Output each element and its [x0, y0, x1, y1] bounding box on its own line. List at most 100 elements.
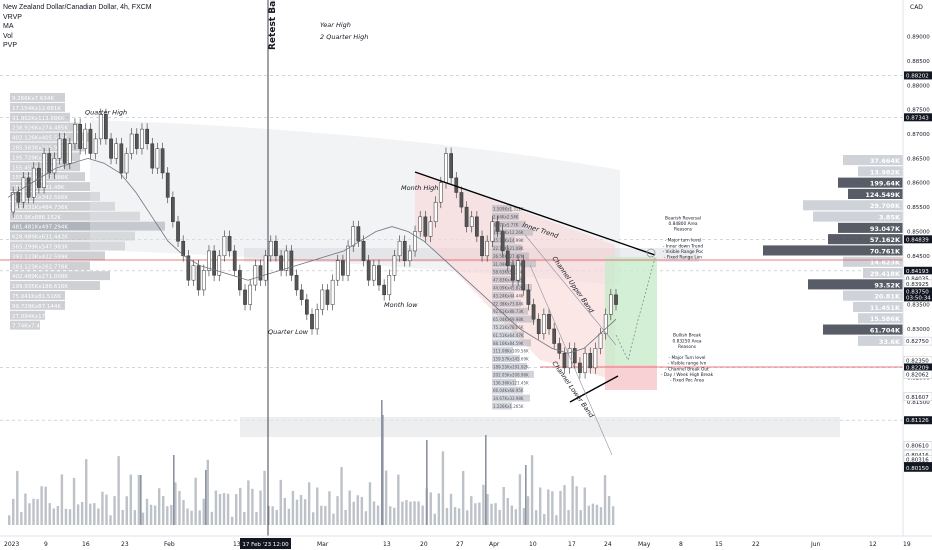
- volume-spike-0: [140, 475, 142, 525]
- candle-body: [212, 250, 216, 276]
- volume-bar: [202, 498, 205, 525]
- note-1-line: 0.83250 Area: [672, 338, 701, 344]
- volume-bar: [275, 509, 278, 525]
- left-profile-label: 283.123Kx262.778K: [12, 264, 68, 270]
- moving-average-line: [7, 157, 617, 354]
- candle-body: [438, 182, 443, 203]
- volume-bar: [437, 493, 441, 525]
- indicator-vrvp[interactable]: VRVP: [3, 13, 22, 21]
- price-badge-label: 0.84193: [906, 269, 929, 275]
- y-tick-label: 0.84500: [907, 254, 930, 260]
- candle-body: [289, 250, 294, 276]
- candle-body: [279, 255, 283, 271]
- symbol-title[interactable]: New Zealand Dollar/Canadian Dollar, 4h, …: [3, 4, 152, 11]
- indicator-vol[interactable]: Vol: [3, 32, 13, 40]
- candle-body: [109, 138, 113, 159]
- right-profile-label: 29.708K: [870, 202, 901, 210]
- left-profile-bar: [10, 251, 105, 261]
- candle-body: [258, 265, 263, 281]
- candle-body: [428, 221, 433, 237]
- x-tick-label: 15: [715, 541, 723, 548]
- inner-profile-bar: [492, 252, 529, 260]
- volume-bar: [356, 495, 359, 525]
- left-profile-label: 238.926Kx274.485K: [12, 126, 68, 132]
- inner-profile-label: 202.05Kx208.96K: [493, 372, 529, 377]
- volume-bar: [157, 488, 161, 525]
- candle-body: [485, 240, 490, 257]
- candle-body: [243, 289, 247, 305]
- volume-bar: [145, 498, 149, 525]
- volume-bar: [514, 509, 518, 525]
- x-tick-label: 13: [233, 541, 241, 548]
- inner-profile-label: 22.18Kx21.08K: [493, 246, 524, 251]
- candle-body: [238, 270, 242, 291]
- candle-body: [397, 240, 402, 257]
- inner-profile-label: 65.04Kx69.98K: [493, 317, 524, 322]
- candle-body: [413, 231, 417, 252]
- right-profile-bar: [843, 155, 903, 166]
- volume-bar: [372, 501, 376, 525]
- left-profile-bar: [10, 132, 90, 142]
- volume-spike-2: [205, 470, 207, 525]
- candle-body: [387, 275, 392, 296]
- inner-profile-bar: [492, 386, 523, 394]
- candle-body: [583, 353, 587, 374]
- candle-body: [464, 206, 469, 227]
- currency-label: CAD: [910, 4, 923, 11]
- volume-bar: [445, 508, 449, 525]
- chart-legend: New Zealand Dollar/Canadian Dollar, 4h, …: [3, 3, 152, 51]
- volume-bar: [360, 496, 364, 525]
- right-profile-bar: [843, 290, 903, 301]
- volume-bar: [105, 494, 108, 525]
- left-profile-bar: [10, 231, 135, 241]
- channel-lower-band-line: [529, 264, 613, 456]
- volume-bar: [117, 456, 120, 525]
- volume-bar: [413, 501, 416, 525]
- price-badge: [904, 71, 932, 80]
- volume-bar: [393, 507, 396, 525]
- price-badge: [903, 441, 932, 450]
- left-profile-label: 393.123Kx422.599K: [12, 254, 68, 260]
- candle-body: [227, 236, 232, 252]
- candle-body: [320, 289, 325, 310]
- annotation-1: 2 Quarter High: [320, 33, 368, 41]
- candle-body: [552, 328, 557, 344]
- note-1-line: - Day / Week High Break: [661, 372, 714, 378]
- inner-profile-bar: [492, 299, 521, 307]
- note-0-line: 0.84800 Area: [668, 221, 697, 227]
- volume-bar: [36, 499, 39, 525]
- candle-body: [201, 270, 206, 291]
- y-tick-label: 0.87500: [907, 108, 930, 114]
- volume-bar: [72, 477, 76, 525]
- volume-bar: [259, 490, 262, 525]
- volume-bar: [251, 488, 254, 525]
- price-badge: [904, 416, 932, 425]
- candle-body: [335, 260, 340, 281]
- volume-bar: [85, 459, 88, 525]
- candle-body: [371, 265, 376, 281]
- inner-profile-label: 43.24Kx44.44K: [493, 293, 524, 298]
- price-badge-label: 0.83925: [906, 282, 929, 288]
- left-profile-bar: [10, 201, 115, 211]
- volume-bar: [8, 515, 11, 525]
- price-badge-label: 0.81607: [906, 395, 929, 401]
- inner-profile-bar: [492, 212, 519, 220]
- volume-bar: [24, 493, 27, 525]
- right-profile-label: 15.586K: [870, 315, 901, 323]
- left-profile-bar: [10, 291, 65, 300]
- volume-bar: [190, 510, 193, 525]
- volume-bar: [178, 491, 181, 525]
- inner-profile-label: 13.56Kx12.26K: [493, 230, 524, 235]
- indicator-pvp[interactable]: PVP: [3, 42, 18, 49]
- left-profile-label: 603.9Kx686.152K: [12, 215, 61, 221]
- candle-body: [160, 148, 165, 174]
- x-tick-label: 12: [869, 541, 877, 548]
- candle-body: [165, 172, 170, 198]
- indicator-ma[interactable]: MA: [3, 23, 14, 30]
- volume-bar: [137, 475, 141, 525]
- candle-body: [572, 348, 577, 364]
- volume-spike-4: [382, 415, 384, 525]
- note-0-line: - Inner down Trend: [663, 243, 703, 249]
